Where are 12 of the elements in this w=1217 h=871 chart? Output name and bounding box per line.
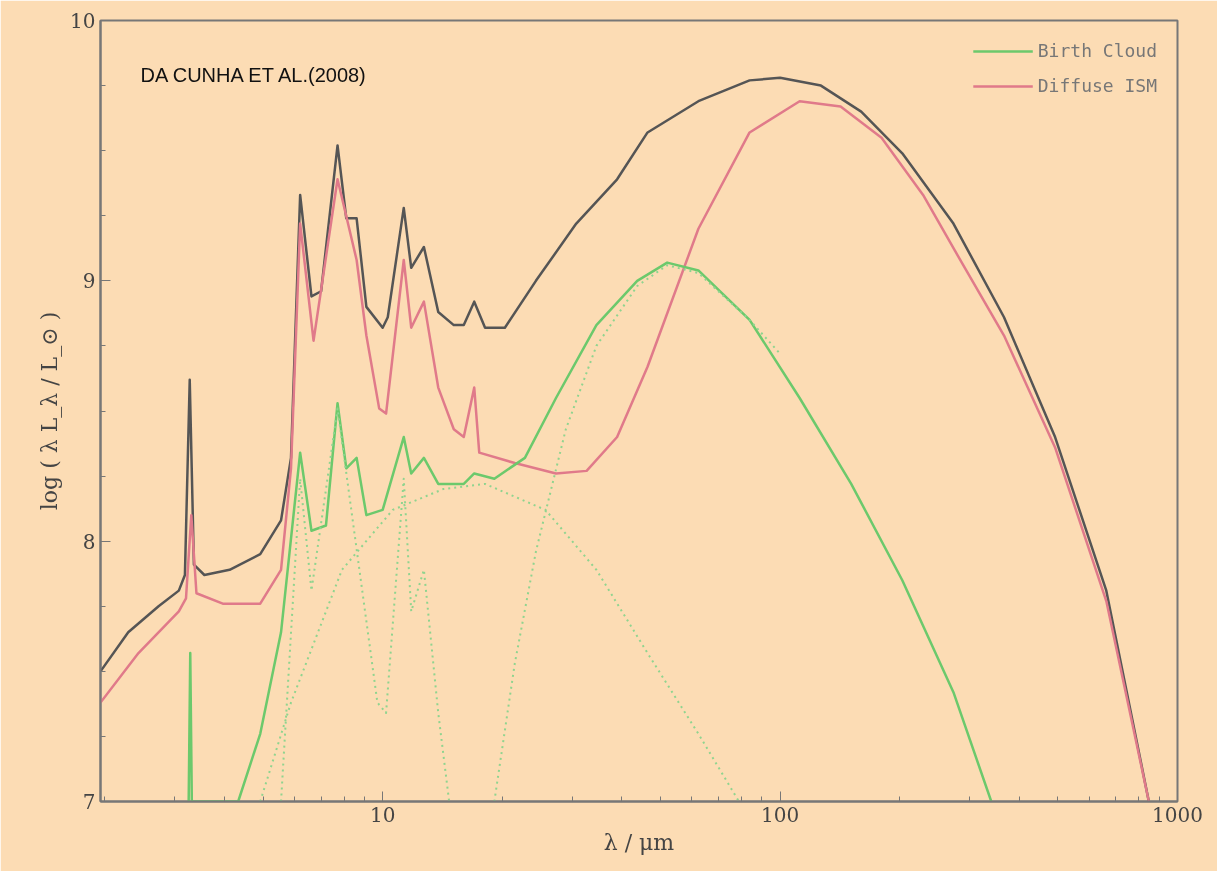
x-tick-label: 10 <box>369 802 396 827</box>
legend-label: Diffuse ISM <box>1037 75 1157 96</box>
y-tick-label: 10 <box>70 9 96 33</box>
y-tick-label: 7 <box>82 790 96 814</box>
y-axis-title: log ( λ L_λ / L_⊙ ) <box>37 311 63 511</box>
x-axis-title: λ / μm <box>603 829 675 855</box>
x-tick-label: 1000 <box>1152 802 1203 827</box>
x-tick-label: 100 <box>760 802 800 827</box>
annotation: DA CUNHA ET AL.(2008) <box>140 63 366 86</box>
legend-label: Birth Cloud <box>1037 40 1157 61</box>
y-tick-label: 8 <box>82 529 96 554</box>
y-tick-label: 9 <box>82 269 96 294</box>
